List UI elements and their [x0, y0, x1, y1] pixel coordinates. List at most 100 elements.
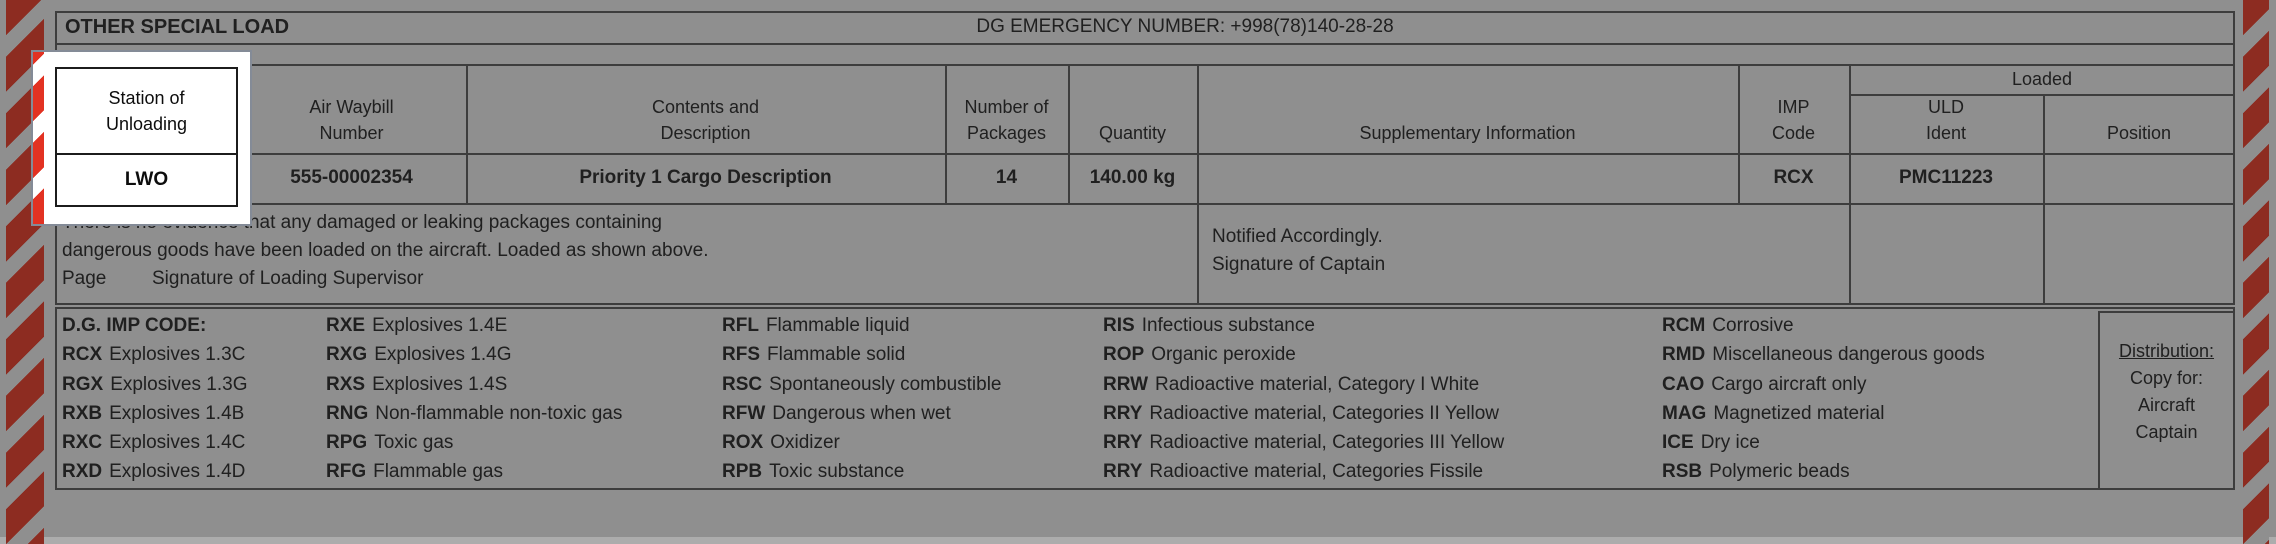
divider-line: [945, 64, 947, 203]
divider-line: [2233, 11, 2235, 305]
divider-line: [1197, 64, 1199, 203]
imp-code-description: Cargo aircraft only: [1711, 373, 1867, 395]
no-evidence-statement: There is no evidence that any damaged or…: [62, 212, 709, 261]
legend-entry: RPB Toxic substance: [722, 457, 1002, 486]
column-header-quantity: Quantity: [1098, 123, 1167, 143]
divider-line: [1849, 64, 1851, 203]
imp-code-description: Organic peroxide: [1151, 344, 1296, 366]
imp-code: CAO: [1662, 373, 1705, 395]
cell-awb-number: 555-00002354: [290, 167, 413, 188]
legend-entry: RFW Dangerous when wet: [722, 399, 1002, 428]
divider-line: [2233, 307, 2235, 490]
cell-number-of-packages: 14: [995, 167, 1018, 188]
imp-code: RFS: [722, 344, 760, 366]
imp-code: RPB: [722, 461, 763, 483]
imp-code-description: Explosives 1.4S: [372, 373, 508, 395]
legend-column: D.G. IMP CODE: RCX Explosives 1.3C RGX Expl…: [62, 311, 247, 487]
imp-code-description: Oxidizer: [770, 432, 840, 454]
imp-code: RXD: [62, 461, 103, 483]
loading-supervisor-signature-label: Signature of Loading Supervisor: [152, 268, 424, 289]
distribution-line: Captain: [2135, 422, 2198, 442]
divider-line: [1068, 64, 1070, 203]
legend-entry: RRY Radioactive material, Categories III …: [1103, 428, 1504, 457]
imp-code: ROP: [1103, 344, 1145, 366]
right-hazard-stripe-bar: [2243, 0, 2269, 544]
imp-code: RXS: [326, 373, 366, 395]
legend-entry: RFL Flammable liquid: [722, 311, 1002, 340]
imp-code-description: Explosives 1.4D: [109, 461, 246, 483]
imp-code-description: Explosives 1.4G: [374, 344, 512, 366]
imp-code-description: Non-flammable non-toxic gas: [375, 402, 623, 424]
divider-line: [236, 67, 238, 207]
column-header-awb: Air Waybill Number: [309, 97, 394, 143]
divider-line: [466, 64, 468, 203]
cell-supplementary-information: [1197, 153, 1738, 203]
imp-code-description: Explosives 1.4B: [109, 402, 245, 424]
imp-code-description: Polymeric beads: [1709, 461, 1850, 483]
legend-entry: CAO Cargo aircraft only: [1662, 370, 1985, 399]
cell-uld-ident: PMC11223: [1898, 167, 1993, 188]
distribution-note: Distribution: Copy for: Aircraft Captain: [2098, 338, 2235, 446]
imp-code-description: Radioactive material, Category I White: [1155, 373, 1480, 395]
legend-entry: RXE Explosives 1.4E: [326, 311, 622, 340]
captain-signature-note: Notified Accordingly. Signature of Capta…: [1212, 226, 1386, 275]
distribution-cell: [2098, 311, 2235, 488]
distribution-title: Distribution:: [2118, 341, 2215, 361]
imp-code: RGX: [62, 373, 104, 395]
legend-column: RCM Corrosive RMD Miscellaneous dangerous g…: [1662, 311, 1985, 487]
legend-heading: D.G. IMP CODE:: [62, 315, 207, 336]
distribution-line: Copy for:: [2129, 368, 2204, 388]
legend-entry: RGX Explosives 1.3G: [62, 370, 247, 399]
column-header-contents: Contents and Description: [651, 97, 760, 143]
legend-entry: RFS Flammable solid: [722, 340, 1002, 369]
imp-code: RSC: [722, 373, 763, 395]
imp-code-description: Flammable liquid: [765, 315, 910, 336]
imp-code: RSB: [1662, 461, 1703, 483]
divider-line: [55, 153, 2235, 155]
legend-entry: RXC Explosives 1.4C: [62, 428, 247, 457]
legend-entry: RRW Radioactive material, Category I Whit…: [1103, 370, 1504, 399]
divider-line: [2043, 203, 2045, 303]
divider-line: [55, 11, 2235, 13]
legend-entry: RPG Toxic gas: [326, 428, 622, 457]
highlighted-station-of-unloading-cell[interactable]: Station of Unloading LWO: [33, 52, 250, 224]
imp-code: RCM: [1662, 315, 1706, 336]
legend-entry: MAG Magnetized material: [1662, 399, 1985, 428]
divider-line: [55, 488, 2235, 490]
legend-column: RXE Explosives 1.4E RXG Explosives 1.4G RXS E…: [326, 311, 622, 487]
legend-entry: RMD Miscellaneous dangerous goods: [1662, 340, 1985, 369]
cell-quantity: 140.00 kg: [1089, 167, 1176, 188]
imp-code: RXG: [326, 344, 368, 366]
page-label: Page: [62, 268, 107, 289]
imp-code: RFW: [722, 402, 766, 424]
divider-line: [55, 153, 238, 155]
column-header-loaded: Loaded: [2011, 68, 2073, 89]
imp-code: RMD: [1662, 344, 1706, 366]
imp-code-description: Explosives 1.4C: [109, 432, 246, 454]
cell-contents-description: Priority 1 Cargo Description: [579, 167, 832, 188]
cell-position: [2043, 153, 2235, 203]
imp-code-description: Miscellaneous dangerous goods: [1712, 344, 1985, 366]
imp-code: RRY: [1103, 461, 1143, 483]
divider-line: [55, 307, 2235, 309]
imp-code-description: Explosives 1.4E: [372, 315, 508, 336]
divider-line: [55, 67, 238, 69]
divider-line: [55, 67, 57, 207]
legend-entry: RXD Explosives 1.4D: [62, 457, 247, 486]
divider-line: [55, 205, 238, 207]
imp-code-description: Explosives 1.3C: [109, 344, 246, 366]
imp-code-description: Spontaneously combustible: [769, 373, 1002, 395]
legend-entry: RSC Spontaneously combustible: [722, 370, 1002, 399]
imp-code: RCX: [62, 344, 103, 366]
imp-code-description: Explosives 1.3G: [110, 373, 248, 395]
distribution-line: Aircraft: [2137, 395, 2195, 415]
divider-line: [2043, 94, 2045, 203]
column-header-uld-ident: ULD Ident: [1925, 97, 1967, 143]
imp-code-description: Dry ice: [1700, 432, 1760, 454]
imp-code: RNG: [326, 402, 369, 424]
column-header-supplementary: Supplementary Information: [1359, 123, 1576, 143]
imp-code-description: Corrosive: [1712, 315, 1794, 336]
imp-code-description: Toxic gas: [374, 432, 454, 454]
column-header-position: Position: [2106, 123, 2172, 143]
